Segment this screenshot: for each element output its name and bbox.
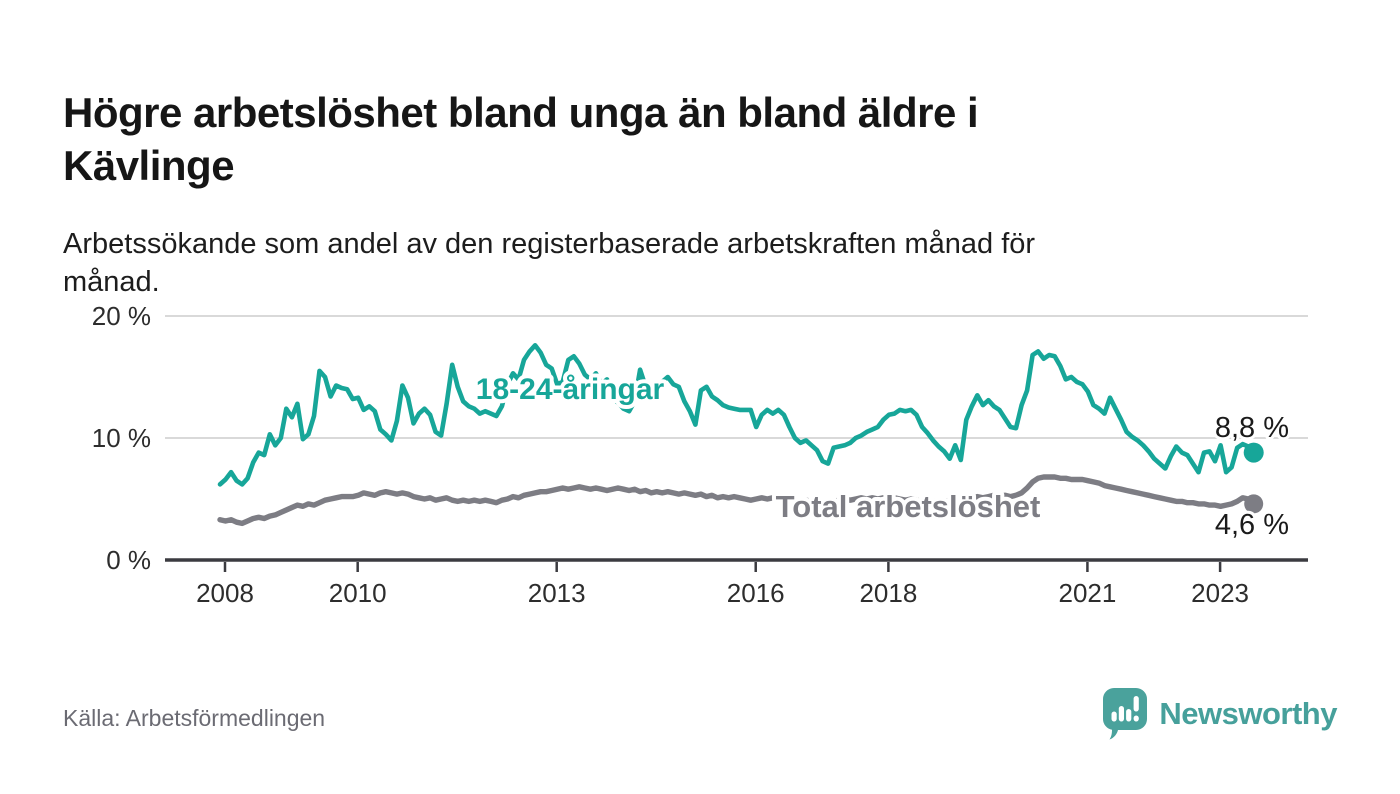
series-label-youth: 18-24-åringar bbox=[476, 373, 665, 406]
newsworthy-speech-bubble-icon bbox=[1103, 688, 1148, 740]
page-subtitle: Arbetssökande som andel av den registerb… bbox=[63, 228, 1036, 298]
page-title: Högre arbetslöshet bland unga än bland ä… bbox=[63, 86, 1313, 192]
x-axis-tick-label: 2016 bbox=[727, 578, 785, 608]
youth-end-dot bbox=[1243, 442, 1264, 463]
exclamation-dot bbox=[1133, 715, 1140, 722]
x-axis-tick-label: 2013 bbox=[528, 578, 586, 608]
page-title-line2: Kävlinge bbox=[63, 142, 235, 190]
exclamation-stem bbox=[1133, 696, 1140, 712]
bar-1 bbox=[1111, 711, 1118, 722]
page-title-line1: Högre arbetslöshet bland unga än bland ä… bbox=[63, 89, 979, 137]
total-end-dot bbox=[1244, 494, 1264, 514]
bar-3 bbox=[1126, 709, 1132, 722]
total-unemployment-line bbox=[217, 474, 1257, 527]
x-axis-tick-label: 2021 bbox=[1058, 578, 1116, 608]
x-axis-tick-label: 2023 bbox=[1191, 578, 1249, 608]
x-axis-tick-label: 2008 bbox=[196, 578, 254, 608]
y-axis-tick-label: 10 % bbox=[92, 423, 151, 453]
source-attribution: Källa: Arbetsförmedlingen bbox=[63, 705, 326, 731]
end-value-label-youth: 8,8 % bbox=[1215, 412, 1289, 444]
newsworthy-logo: Newsworthy bbox=[1103, 688, 1337, 740]
y-axis-tick-label: 0 % bbox=[106, 545, 151, 575]
x-axis-tick-label: 2018 bbox=[859, 578, 917, 608]
youth-unemployment-line bbox=[217, 342, 1256, 487]
brand-name: Newsworthy bbox=[1159, 696, 1337, 731]
series-label-total: Total arbetslöshet bbox=[776, 489, 1041, 524]
x-axis-tick-label: 2010 bbox=[329, 578, 387, 608]
bar-2 bbox=[1119, 706, 1125, 722]
chart-axes: 0 % 10 % 20 % 2008 2010 2013 2016 2018 2021 2023 bbox=[92, 301, 1308, 608]
y-axis-tick-label: 20 % bbox=[92, 301, 151, 331]
end-value-label-total: 4,6 % bbox=[1215, 509, 1289, 541]
chart-series bbox=[217, 342, 1264, 527]
